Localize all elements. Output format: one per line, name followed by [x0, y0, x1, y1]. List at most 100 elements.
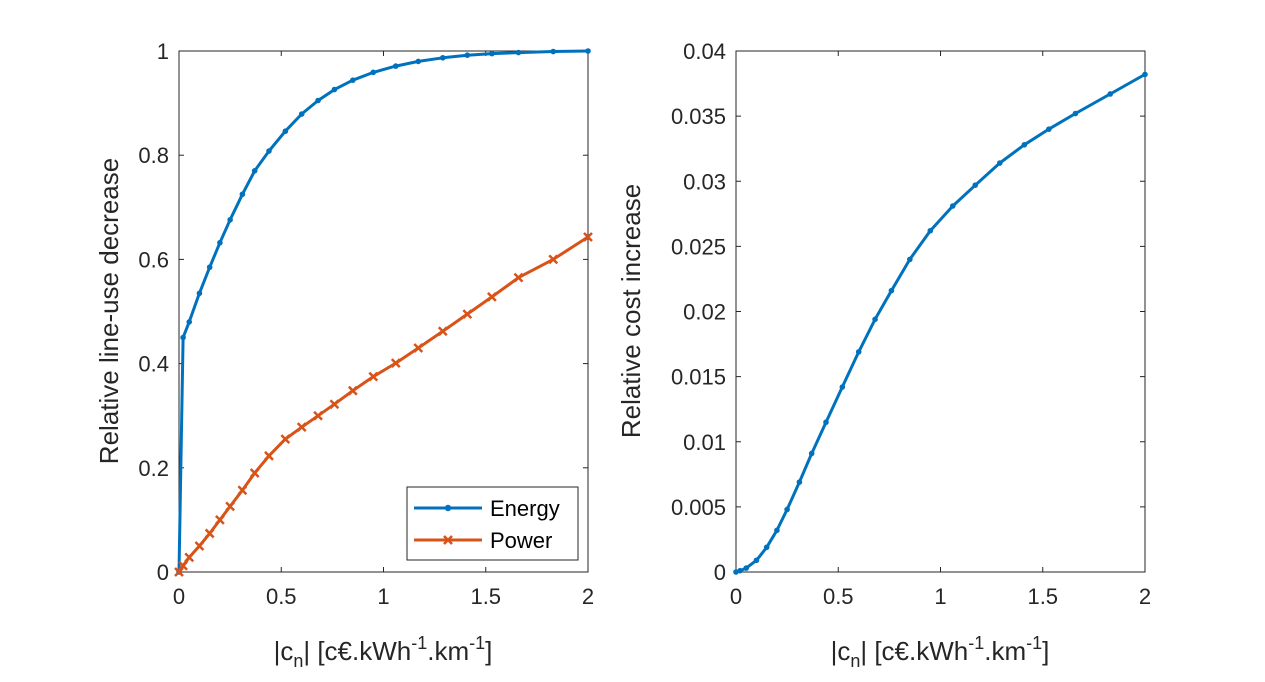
cost-axes-box [735, 50, 1146, 573]
line-use-y-tick-label: 0.8 [138, 143, 169, 168]
line-use-energy-point [464, 52, 471, 58]
line-use-power-point [264, 450, 274, 461]
cost-series-point [997, 160, 1003, 166]
line-use-power-point [548, 254, 559, 265]
line-use-power-point [237, 485, 248, 496]
line-use-power-point [487, 292, 497, 302]
legend: Energy Power [406, 486, 579, 561]
line-use-power-point [462, 309, 473, 319]
line-use-energy-point [196, 290, 203, 297]
cost-y-tick-label: 0.015 [671, 365, 726, 390]
line-use-power-point [347, 385, 358, 396]
line-use-power-point [296, 422, 307, 433]
cost-series-point [808, 450, 815, 457]
line-use-energy-point [282, 128, 289, 135]
line-use-power-point [280, 434, 291, 445]
line-use-energy-point [415, 58, 422, 65]
line-use-energy-point [515, 49, 522, 56]
cost-y-tick-label: 0.04 [683, 39, 726, 64]
line-use-x-tick-label: 2 [582, 584, 594, 609]
line-use-energy-point [298, 111, 305, 117]
cost-series-point [1142, 71, 1148, 78]
line-use-power-point [178, 560, 188, 571]
line-use-y-tick-label: 0.2 [138, 456, 169, 481]
line-use-energy-point [186, 319, 193, 325]
line-use-x-tick-label: 1.5 [470, 584, 501, 609]
cost-series-point [839, 384, 846, 390]
line-use-power-point [313, 410, 323, 421]
cost-y-tick-label: 0.025 [671, 234, 726, 259]
cost-y-tick-label: 0.02 [683, 300, 726, 325]
line-use-power-point [437, 326, 448, 337]
cost-y-tick-label: 0.005 [671, 495, 726, 520]
line-use-y-tick-label: 1 [157, 39, 169, 64]
cost-chart: 0 0.5 1 1.5 2 0 0.005 0.01 0.015 0.02 0.025 0.03 0.0… [616, 39, 1151, 671]
line-use-power-point [204, 528, 215, 539]
legend-power-marker [443, 535, 453, 545]
line-use-energy-line [177, 49, 589, 573]
cost-y-axis-label: Relative cost increase [616, 184, 646, 438]
line-use-y-axis-label: Relative line-use decrease [94, 158, 124, 464]
legend-box [406, 486, 579, 561]
line-use-x-tick-label: 1 [377, 584, 389, 609]
line-use-power-point [368, 371, 379, 382]
line-use-y-tick-label: 0.6 [138, 247, 169, 272]
line-use-power-point [215, 515, 225, 525]
line-use-energy-point [585, 48, 591, 54]
line-use-chart: 0 0.5 1 1.5 2 0 0.2 0.4 0.6 0.8 1 Relative line-us… [94, 39, 594, 671]
legend-power-label: Power [490, 528, 552, 553]
line-use-energy-point [315, 97, 321, 104]
cost-series-point [823, 419, 829, 426]
cost-y-tick-label: 0 [714, 560, 726, 585]
cost-series-point [1021, 141, 1028, 148]
line-use-power-point [194, 541, 205, 551]
cost-y-tick-label: 0.03 [683, 169, 726, 194]
line-use-energy-point [206, 264, 213, 271]
cost-series-point [1046, 126, 1052, 132]
cost-series-point [753, 557, 760, 564]
cost-series-point [972, 182, 979, 188]
cost-series-point [872, 316, 878, 323]
cost-x-tick-label: 1.5 [1027, 584, 1058, 609]
line-use-energy-point [370, 69, 377, 76]
cost-x-tick-label: 0 [730, 584, 742, 609]
line-use-energy-point [331, 86, 338, 93]
line-use-energy-point [251, 168, 258, 174]
cost-series-point [796, 479, 803, 485]
cost-series-point [743, 565, 750, 571]
line-use-power-point [174, 567, 184, 577]
line-use-power-point [413, 343, 424, 353]
line-use-energy-point [239, 191, 246, 198]
cost-series-point [784, 506, 790, 513]
legend-energy-label: Energy [490, 496, 560, 521]
cost-series-point [737, 567, 743, 574]
line-use-energy-point [550, 48, 557, 55]
line-use-power-point [329, 399, 340, 410]
cost-series-point [763, 544, 770, 551]
cost-series-point [1107, 91, 1114, 97]
cost-series-point [1072, 110, 1079, 117]
line-use-power-point [225, 501, 236, 512]
cost-y-tick-label: 0.035 [671, 104, 726, 129]
line-use-energy-point [180, 334, 186, 341]
cost-series-point [949, 203, 956, 209]
line-use-energy-point [440, 54, 446, 61]
line-use-x-tick-label: 0.5 [266, 584, 297, 609]
line-use-power-point [513, 272, 524, 283]
line-use-x-axis-label: |cn| [c€.kWh-1.km-1] [274, 633, 493, 671]
line-use-energy-point [489, 50, 495, 57]
line-use-energy-point [217, 239, 223, 246]
line-use-y-tick-label: 0 [157, 560, 169, 585]
cost-series-point [855, 349, 862, 355]
line-use-x-tick-label: 0 [173, 584, 185, 609]
cost-series-point [927, 227, 934, 234]
cost-y-tick-label: 0.01 [683, 430, 726, 455]
cost-x-tick-label: 0.5 [823, 584, 854, 609]
line-use-power-point [390, 358, 401, 368]
line-use-energy-point [350, 77, 356, 83]
line-use-energy-point [227, 217, 233, 223]
line-use-energy-point [392, 63, 399, 69]
cost-x-tick-label: 2 [1139, 584, 1151, 609]
line-use-power-point [583, 232, 593, 242]
